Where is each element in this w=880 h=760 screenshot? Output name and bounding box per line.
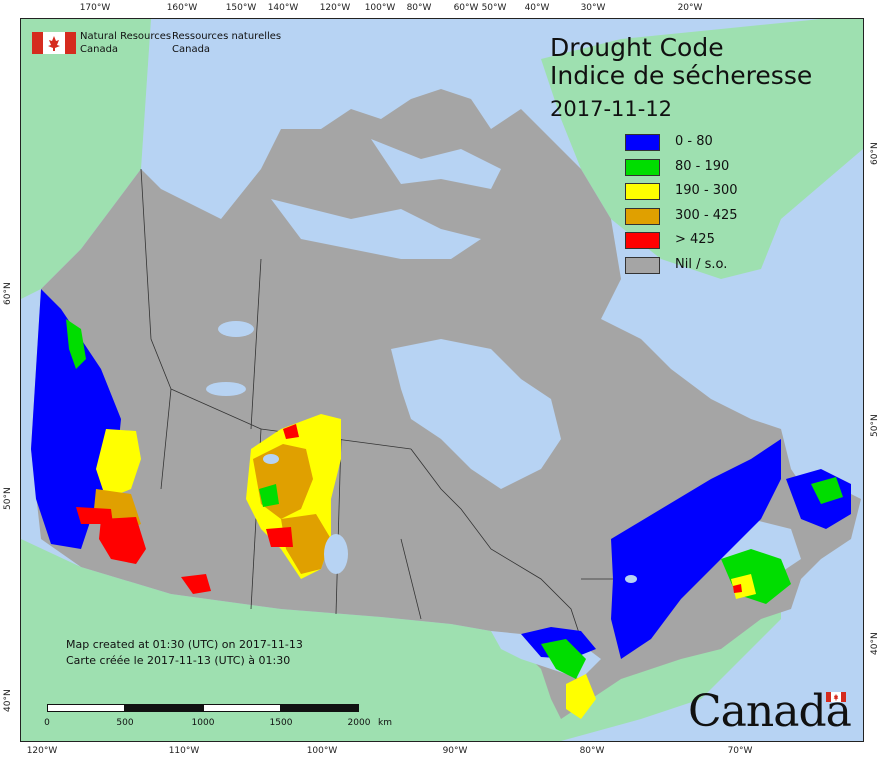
scale-segment: [281, 704, 359, 712]
map-frame: [20, 18, 864, 742]
graticule-label: 150°W: [225, 3, 257, 13]
graticule-label: 80°W: [579, 746, 605, 756]
canada-wordmark: Canada: [688, 686, 852, 737]
credit-en: Map created at 01:30 (UTC) on 2017-11-13: [66, 638, 303, 651]
graticule-label: 110°W: [168, 746, 200, 756]
credit-fr: Carte créée le 2017-11-13 (UTC) à 01:30: [66, 654, 291, 667]
arctic-channels: [271, 199, 481, 259]
title-fr: Indice de sécheresse: [550, 61, 813, 90]
graticule-label: 120°W: [26, 746, 58, 756]
legend-label: 300 - 425: [675, 207, 738, 223]
graticule-label: 30°W: [580, 3, 606, 13]
graticule-label: 20°W: [677, 3, 703, 13]
scale-bar: [47, 704, 359, 714]
bc-red-region-2: [76, 507, 113, 524]
hudson-bay: [391, 339, 561, 489]
ontario-green-region: [541, 639, 586, 679]
graticule-label: 160°W: [166, 3, 198, 13]
bc-blue-region: [31, 289, 121, 549]
map-credit: Map created at 01:30 (UTC) on 2017-11-13…: [66, 637, 303, 669]
graticule-label: 50°N: [870, 414, 880, 437]
red-spot-east: [733, 584, 742, 593]
graticule-label: 120°W: [319, 3, 351, 13]
graticule-label: 60°W: [453, 3, 479, 13]
scale-label: 500: [116, 718, 134, 728]
prairie-red-spot: [181, 574, 211, 594]
legend-swatch: [625, 232, 660, 249]
quebec-blue-region: [611, 439, 781, 659]
graticule-label: 70°W: [727, 746, 753, 756]
legend-swatch: [625, 134, 660, 151]
graticule-label: 90°W: [442, 746, 468, 756]
legend-label: Nil / s.o.: [675, 256, 728, 272]
legend-label: 80 - 190: [675, 158, 730, 174]
legend-label: 190 - 300: [675, 183, 738, 198]
scale-label: 1500: [269, 718, 293, 728]
bc-red-region: [99, 517, 146, 564]
scale-segment: [47, 704, 125, 712]
graticule-label: 60°N: [3, 282, 13, 305]
prairie-green-region: [259, 484, 279, 507]
map-title: Drought Code Indice de sécheresse 2017-1…: [550, 34, 812, 124]
graticule-label: 50°W: [481, 3, 507, 13]
scale-label: 2000: [347, 718, 371, 728]
prairie-red-region: [266, 527, 293, 547]
legend-label: 0 - 80: [675, 134, 713, 149]
legend-swatch: [625, 207, 660, 225]
graticule-label: 40°W: [524, 3, 550, 13]
agency-name-fr: Ressources naturelles Canada: [172, 31, 282, 55]
graticule-label: 40°N: [3, 689, 13, 712]
scale-label: 0: [44, 718, 50, 728]
ontario-yellow-region: [566, 674, 596, 719]
map-canvas: [21, 19, 863, 741]
alaska-land: [21, 19, 151, 299]
prairie-orange-region-2: [281, 514, 331, 574]
canada-flag-icon: [32, 32, 76, 54]
title-en: Drought Code: [550, 33, 724, 62]
graticule-label: 40°N: [870, 632, 880, 655]
graticule-label: 170°W: [79, 3, 111, 13]
graticule-label: 50°N: [3, 487, 13, 510]
arctic-channels-2: [371, 139, 501, 189]
legend-swatch: [625, 256, 660, 274]
bc-yellow-region: [96, 429, 141, 499]
prairie-red-spot-2: [283, 424, 299, 439]
graticule-label: 100°W: [306, 746, 338, 756]
newfoundland-green-region: [811, 477, 843, 504]
graticule-label: 80°W: [406, 3, 432, 13]
bc-green-region: [66, 319, 86, 369]
scale-unit: km: [378, 718, 392, 728]
lakes: [206, 321, 765, 712]
scale-segment: [125, 704, 203, 712]
agency-name-en: Natural Resources Canada: [80, 31, 172, 55]
graticule-label: 100°W: [364, 3, 396, 13]
graticule-label: 60°N: [870, 142, 880, 165]
scale-label: 1000: [191, 718, 215, 728]
legend-swatch: [625, 158, 660, 176]
title-date: 2017-11-12: [550, 97, 673, 121]
scale-segment: [203, 704, 281, 712]
maritimes-yellow-region: [731, 574, 756, 599]
legend-swatch: [625, 183, 660, 200]
greenland-land: [541, 19, 863, 279]
wordmark-flag-icon: [826, 692, 846, 702]
graticule-label: 140°W: [267, 3, 299, 13]
legend-label: > 425: [675, 232, 715, 247]
